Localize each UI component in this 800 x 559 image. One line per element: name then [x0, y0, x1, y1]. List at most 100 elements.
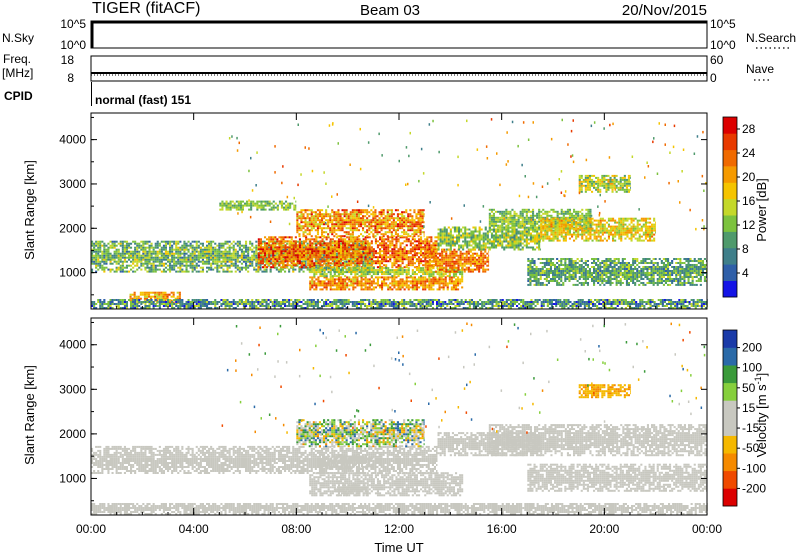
heatmap-cell [454, 227, 456, 229]
heatmap-cell [376, 233, 378, 235]
heatmap-cell [491, 209, 493, 211]
heatmap-cell [258, 258, 260, 260]
heatmap-cell [311, 267, 313, 269]
heatmap-cell [478, 263, 480, 265]
heatmap-cell [330, 244, 332, 246]
heatmap-cell [200, 261, 202, 263]
heatmap-cell [332, 266, 334, 268]
heatmap-cell [268, 244, 270, 246]
heatmap-cell [326, 254, 328, 256]
heatmap-cell [389, 209, 391, 211]
heatmap-cell [354, 286, 356, 288]
heatmap-cell [385, 242, 387, 244]
heatmap-cell [303, 221, 305, 223]
heatmap-cell [491, 233, 493, 235]
heatmap-cell [379, 223, 381, 225]
heatmap-cell [511, 219, 513, 221]
heatmap-cell [403, 223, 405, 225]
heatmap-cell [363, 248, 365, 250]
heatmap-cell [387, 252, 389, 254]
heatmap-cell [395, 225, 397, 227]
heatmap-cell [350, 280, 352, 282]
heatmap-cell [291, 254, 293, 256]
heatmap-cell [179, 247, 181, 249]
heatmap-cell [479, 241, 481, 243]
heatmap-cell [361, 275, 363, 277]
heatmap-cell [393, 219, 395, 221]
heatmap-cell [163, 257, 165, 259]
heatmap-cell [464, 243, 466, 245]
heatmap-cell [391, 215, 393, 217]
heatmap-cell [315, 258, 317, 260]
heatmap-cell [364, 263, 366, 265]
heatmap-cell [120, 271, 122, 273]
heatmap-cell [356, 209, 358, 211]
heatmap-cell [319, 262, 321, 264]
heatmap-cell [511, 225, 513, 227]
heatmap-cell [157, 265, 159, 267]
heatmap-cell [130, 255, 132, 257]
heatmap-cell [97, 259, 99, 261]
heatmap-cell [444, 235, 446, 237]
heatmap-cell [222, 253, 224, 255]
heatmap-cell [190, 243, 192, 245]
heatmap-cell [464, 257, 466, 259]
heatmap-cell [210, 269, 212, 271]
heatmap-cell [387, 286, 389, 288]
heatmap-cell [540, 249, 541, 251]
heatmap-cell [132, 271, 134, 273]
heatmap-cell [443, 251, 445, 253]
heatmap-cell [291, 246, 293, 248]
heatmap-cell [216, 261, 218, 263]
heatmap-cell [272, 244, 274, 246]
heatmap-cell [112, 241, 114, 243]
heatmap-cell [333, 235, 335, 237]
heatmap-cell [449, 259, 451, 261]
heatmap-cell [410, 258, 412, 260]
heatmap-cell [309, 246, 311, 248]
heatmap-cell [190, 247, 192, 249]
heatmap-cell [391, 235, 393, 237]
heatmap-cell [220, 261, 222, 263]
heatmap-cell [229, 251, 231, 253]
heatmap-cell [451, 257, 453, 259]
heatmap-cell [222, 261, 224, 263]
nsky-tick-top: 10^5 [60, 17, 86, 31]
heatmap-cell [493, 223, 495, 225]
heatmap-cell [418, 238, 420, 240]
heatmap-cell [344, 221, 346, 223]
heatmap-cell [363, 267, 365, 269]
heatmap-cell [379, 242, 381, 244]
heatmap-cell [280, 254, 282, 256]
heatmap-cell [485, 239, 487, 241]
heatmap-cell [509, 221, 511, 223]
heatmap-cell [114, 245, 116, 247]
heatmap-cell [101, 253, 103, 255]
heatmap-cell [356, 267, 358, 269]
heatmap-cell [540, 211, 542, 213]
heatmap-cell [495, 221, 497, 223]
heatmap-cell [186, 257, 188, 259]
heatmap-cell [429, 259, 431, 261]
heatmap-cell [331, 233, 333, 235]
heatmap-cell [151, 257, 153, 259]
heatmap-cell [425, 251, 427, 253]
heatmap-cell [350, 260, 352, 262]
heatmap-cell [214, 243, 216, 245]
heatmap-cell [153, 265, 155, 267]
heatmap-cell [433, 265, 435, 267]
heatmap-cell [307, 215, 309, 217]
heatmap-cell [161, 255, 163, 257]
heatmap-cell [311, 211, 313, 213]
heatmap-cell [289, 246, 291, 248]
heatmap-cell [462, 227, 464, 229]
heatmap-cell [239, 243, 241, 245]
heatmap-cell [365, 258, 367, 260]
heatmap-cell [374, 225, 376, 227]
heatmap-cell [367, 264, 369, 266]
heatmap-cell [122, 271, 124, 273]
heatmap-cell [251, 243, 253, 245]
heatmap-cell [406, 258, 408, 260]
heatmap-cell [505, 211, 507, 213]
heatmap-cell [425, 263, 427, 265]
